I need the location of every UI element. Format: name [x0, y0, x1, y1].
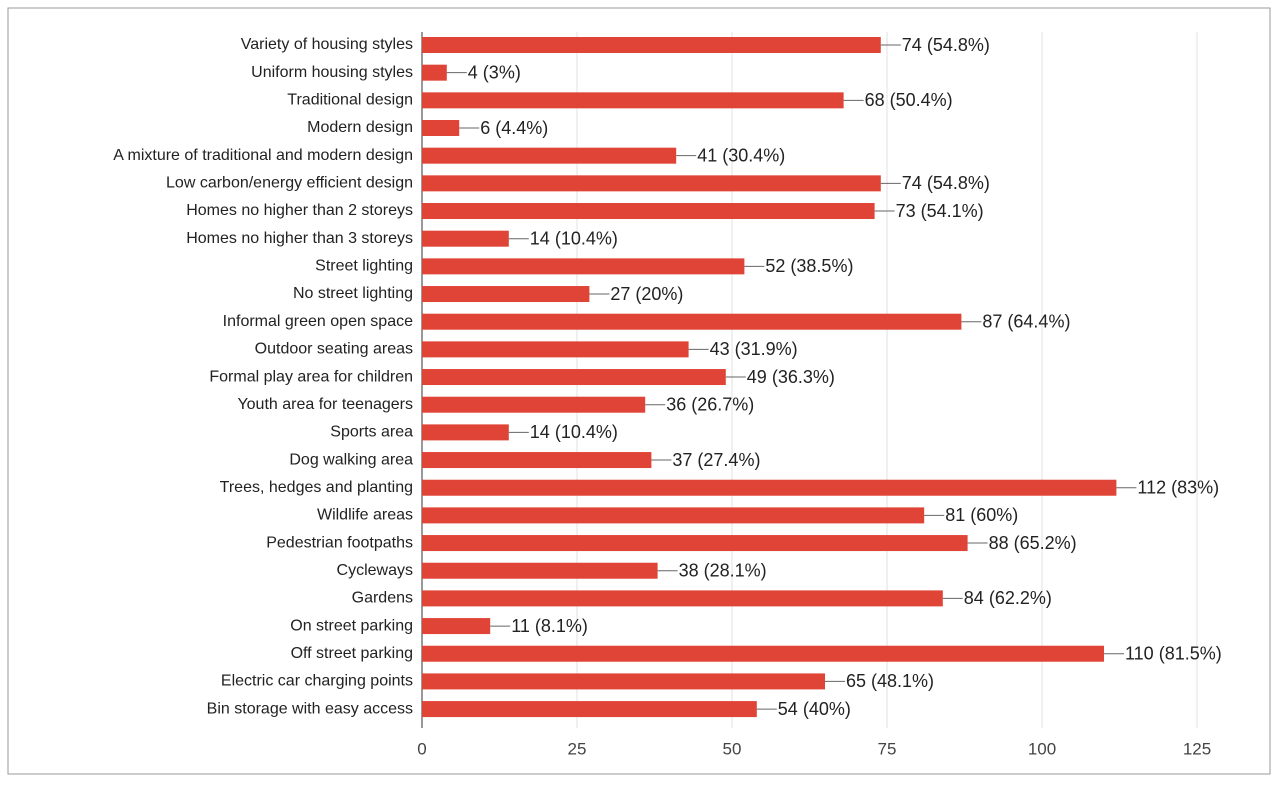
x-tick-label: 50 — [723, 739, 742, 758]
value-label: 74 (54.8%) — [902, 173, 990, 193]
y-tick-label: Variety of housing styles — [241, 36, 413, 53]
y-tick-label: Off street parking — [291, 645, 413, 662]
bar — [422, 507, 925, 524]
bar — [422, 258, 745, 275]
value-label: 38 (28.1%) — [679, 560, 767, 580]
value-label: 68 (50.4%) — [865, 90, 953, 110]
bar — [422, 645, 1104, 662]
bar — [422, 286, 590, 303]
y-tick-label: Youth area for teenagers — [237, 396, 413, 413]
value-label: 54 (40%) — [778, 699, 851, 719]
y-tick-label: Modern design — [307, 119, 413, 136]
x-tick-label: 0 — [417, 739, 426, 758]
y-tick-label: Gardens — [352, 590, 413, 607]
y-tick-label: Outdoor seating areas — [255, 341, 413, 358]
bar — [422, 64, 447, 81]
y-tick-label: Formal play area for children — [209, 368, 413, 385]
bar — [422, 147, 677, 164]
value-label: 52 (38.5%) — [765, 256, 853, 276]
y-tick-label: Electric car charging points — [221, 673, 413, 690]
y-tick-label: Street lighting — [315, 258, 413, 275]
value-label: 73 (54.1%) — [896, 201, 984, 221]
bar — [422, 424, 509, 441]
value-label: 84 (62.2%) — [964, 588, 1052, 608]
bar — [422, 535, 968, 552]
value-label: 37 (27.4%) — [672, 450, 760, 470]
value-label: 81 (60%) — [945, 505, 1018, 525]
bar — [422, 590, 943, 607]
y-tick-label: Pedestrian footpaths — [266, 534, 413, 551]
value-label: 110 (81.5%) — [1125, 643, 1222, 663]
y-tick-label: Homes no higher than 2 storeys — [186, 202, 413, 219]
bar — [422, 396, 646, 413]
bar — [422, 369, 726, 386]
y-tick-label: Dog walking area — [289, 451, 413, 468]
y-tick-label: On street parking — [290, 617, 413, 634]
bar — [422, 562, 658, 579]
value-label: 36 (26.7%) — [666, 394, 754, 414]
value-label: 74 (54.8%) — [902, 35, 990, 55]
x-tick-label: 25 — [568, 739, 587, 758]
y-tick-label: No street lighting — [293, 285, 413, 302]
bar — [422, 175, 881, 192]
value-label: 6 (4.4%) — [480, 118, 548, 138]
x-tick-label: 125 — [1183, 739, 1211, 758]
value-label: 87 (64.4%) — [982, 311, 1070, 331]
bar — [422, 673, 825, 690]
bar — [422, 618, 491, 635]
y-tick-label: Cycleways — [337, 562, 413, 579]
x-tick-label: 75 — [878, 739, 897, 758]
bar — [422, 701, 757, 718]
value-label: 65 (48.1%) — [846, 671, 934, 691]
y-tick-label: A mixture of traditional and modern desi… — [113, 147, 413, 164]
value-label: 14 (10.4%) — [530, 228, 618, 248]
value-label: 88 (65.2%) — [989, 533, 1077, 553]
value-label: 43 (31.9%) — [710, 339, 798, 359]
bar — [422, 92, 844, 109]
y-tick-label: Trees, hedges and planting — [220, 479, 413, 496]
y-tick-label: Informal green open space — [223, 313, 413, 330]
y-tick-label: Sports area — [330, 424, 413, 441]
bar — [422, 479, 1117, 496]
value-label: 14 (10.4%) — [530, 422, 618, 442]
bar — [422, 341, 689, 358]
bar — [422, 120, 460, 137]
y-tick-label: Homes no higher than 3 storeys — [186, 230, 413, 247]
value-label: 49 (36.3%) — [747, 367, 835, 387]
value-label: 27 (20%) — [610, 284, 683, 304]
value-label: 11 (8.1%) — [511, 616, 588, 636]
y-tick-label: Bin storage with easy access — [207, 700, 413, 717]
bar — [422, 203, 875, 220]
bar — [422, 313, 962, 330]
bar — [422, 230, 509, 247]
x-tick-label: 100 — [1028, 739, 1056, 758]
value-label: 41 (30.4%) — [697, 145, 785, 165]
y-tick-label: Traditional design — [287, 92, 413, 109]
value-label: 112 (83%) — [1137, 477, 1219, 497]
y-tick-label: Low carbon/energy efficient design — [166, 175, 413, 192]
value-label: 4 (3%) — [468, 62, 521, 82]
chart-frame — [7, 7, 1271, 775]
y-tick-label: Wildlife areas — [317, 507, 413, 524]
y-tick-label: Uniform housing styles — [251, 64, 413, 81]
bar — [422, 452, 652, 469]
bar — [422, 37, 881, 53]
